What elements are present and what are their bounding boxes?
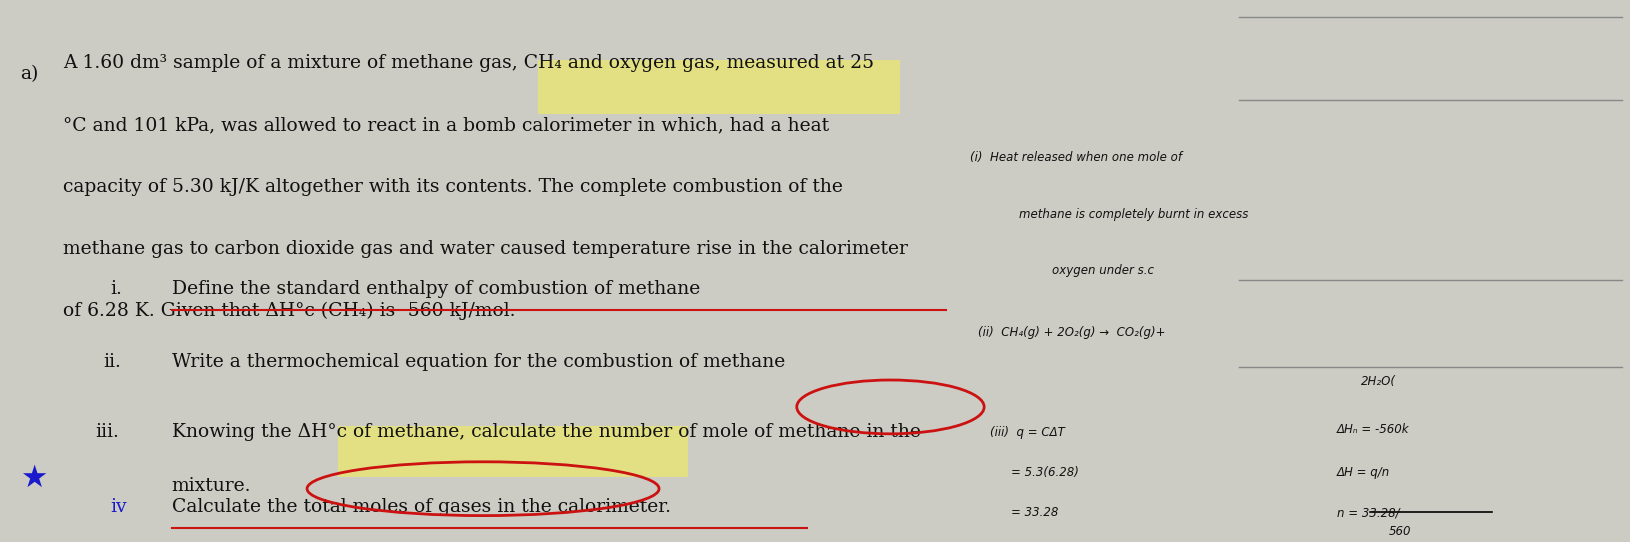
Text: mixture.: mixture. [171, 477, 251, 495]
Text: oxygen under s.c: oxygen under s.c [1051, 264, 1152, 278]
Text: Calculate the total moles of gases in the calorimeter.: Calculate the total moles of gases in th… [171, 499, 670, 517]
Text: methane is completely burnt in excess: methane is completely burnt in excess [1019, 208, 1249, 221]
Text: Define the standard enthalpy of combustion of methane: Define the standard enthalpy of combusti… [171, 280, 699, 299]
Text: of 6.28 K. Given that ΔH°c (CH₄) is -560 kJ/mol.: of 6.28 K. Given that ΔH°c (CH₄) is -560… [62, 302, 515, 320]
Text: 2H₂O(: 2H₂O( [1361, 375, 1395, 388]
Text: capacity of 5.30 kJ/K altogether with its contents. The complete combustion of t: capacity of 5.30 kJ/K altogether with it… [62, 178, 843, 196]
FancyBboxPatch shape [538, 60, 900, 114]
Text: = 5.3(6.28): = 5.3(6.28) [1011, 466, 1079, 479]
Text: n = 33.28/: n = 33.28/ [1337, 506, 1399, 519]
Text: ΔH = q/n: ΔH = q/n [1337, 466, 1389, 479]
FancyBboxPatch shape [337, 426, 688, 477]
Text: °C and 101 kPa, was allowed to react in a bomb calorimeter in which, had a heat: °C and 101 kPa, was allowed to react in … [62, 117, 828, 134]
Text: i.: i. [109, 280, 122, 299]
Text: A 1.60 dm³ sample of a mixture of methane gas, CH₄ and oxygen gas, measured at 2: A 1.60 dm³ sample of a mixture of methan… [62, 55, 874, 73]
Text: methane gas to carbon dioxide gas and water caused temperature rise in the calor: methane gas to carbon dioxide gas and wa… [62, 240, 906, 258]
Text: Write a thermochemical equation for the combustion of methane: Write a thermochemical equation for the … [171, 353, 784, 371]
Text: (i)  Heat released when one mole of: (i) Heat released when one mole of [970, 151, 1182, 164]
Text: iv: iv [109, 499, 127, 517]
Text: = 33.28: = 33.28 [1011, 506, 1058, 519]
Text: Knowing the ΔH°c of methane, calculate the number of mole of methane in the: Knowing the ΔH°c of methane, calculate t… [171, 423, 919, 441]
Text: ★: ★ [20, 464, 47, 493]
Text: 560: 560 [1389, 525, 1410, 538]
Text: a): a) [20, 65, 39, 83]
Text: (ii)  CH₄(g) + 2O₂(g) →  CO₂(g)+: (ii) CH₄(g) + 2O₂(g) → CO₂(g)+ [978, 326, 1165, 339]
Text: iii.: iii. [95, 423, 119, 441]
Text: ΔHₙ = -560k: ΔHₙ = -560k [1337, 423, 1408, 436]
Text: (iii)  q = CΔT: (iii) q = CΔT [989, 426, 1064, 439]
Text: ii.: ii. [103, 353, 121, 371]
